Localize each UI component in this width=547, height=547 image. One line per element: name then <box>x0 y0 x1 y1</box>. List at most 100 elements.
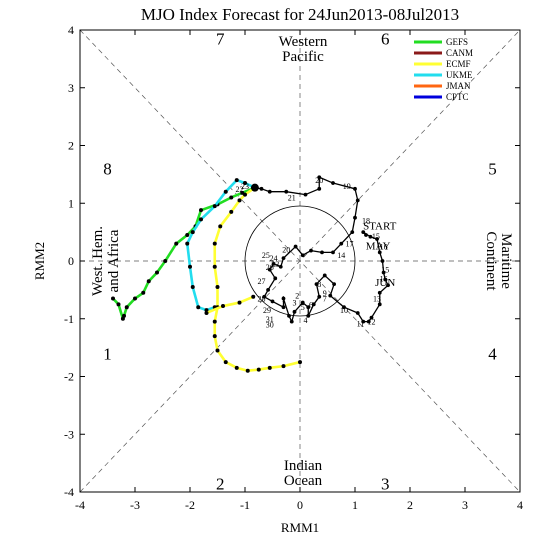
forecast-point <box>281 364 286 369</box>
observed-point <box>350 230 355 235</box>
observed-point <box>375 237 379 241</box>
observed-point <box>311 302 316 307</box>
day-label: 20 <box>282 245 290 254</box>
day-label: 16 <box>380 274 388 283</box>
forecast-line <box>205 295 254 315</box>
observed-point <box>267 267 272 272</box>
region-indian-ocean-line2: Ocean <box>284 473 323 489</box>
x-tick-label: -4 <box>75 498 85 512</box>
observed-point <box>267 189 272 194</box>
forecast-point <box>155 270 159 275</box>
x-tick-label: 0 <box>297 498 303 512</box>
forecast-point <box>223 189 228 194</box>
phase-number: 6 <box>381 30 390 49</box>
region-west-hem-line1: West. Hem. <box>90 226 106 296</box>
legend-label: GEFS <box>446 37 468 47</box>
day-label: 12 <box>368 318 376 327</box>
region-western-pacific-line1: Western <box>279 34 328 50</box>
observed-point <box>320 250 324 255</box>
y-tick-label: 0 <box>68 254 74 268</box>
day-label: 27 <box>258 277 266 286</box>
day-label: 31 <box>266 315 274 324</box>
forecast-point <box>212 204 217 209</box>
observed-point <box>281 305 286 310</box>
forecast-point <box>218 224 223 229</box>
forecast-point <box>196 305 201 310</box>
forecast-point <box>141 290 146 295</box>
x-tick-label: 4 <box>517 498 523 512</box>
forecast-point <box>229 209 234 214</box>
forecast-point <box>215 284 220 289</box>
day-label: 18 <box>362 217 370 226</box>
day-label: 5 <box>301 303 305 312</box>
observed-point <box>281 256 286 261</box>
day-label: 14 <box>337 251 345 260</box>
forecast-point <box>212 264 217 269</box>
forecast-point <box>212 241 217 246</box>
observed-point <box>273 276 278 281</box>
day-label: 3 <box>293 299 297 308</box>
observed-point <box>259 186 264 191</box>
forecast-point <box>185 241 190 246</box>
observed-endpoint <box>250 183 259 192</box>
forecast-point <box>215 348 220 353</box>
observed-point <box>289 319 294 324</box>
phase-number: 2 <box>216 474 225 493</box>
observed-point <box>284 189 289 194</box>
month-label: MAY <box>366 241 391 253</box>
observed-point <box>300 300 305 305</box>
legend-label: CPTC <box>446 92 469 102</box>
observed-point <box>317 175 322 180</box>
forecast-point <box>204 308 209 313</box>
day-label: 17 <box>346 240 354 249</box>
observed-point <box>309 248 313 253</box>
observed-point <box>355 198 360 203</box>
forecast-point <box>124 305 129 310</box>
y-tick-label: -2 <box>64 370 74 384</box>
day-label: 19 <box>343 182 351 191</box>
x-tick-label: 2 <box>407 498 413 512</box>
phase-number: 5 <box>488 160 497 179</box>
forecast-point <box>163 259 168 263</box>
observed-point <box>364 233 368 237</box>
forecast-point <box>267 365 272 370</box>
observed-point <box>271 261 276 266</box>
observed-point <box>287 313 291 318</box>
observed-point <box>331 181 335 185</box>
y-tick-label: -3 <box>64 427 74 441</box>
observed-point <box>306 313 311 318</box>
forecast-point <box>188 264 192 269</box>
day-label: 28 <box>258 295 266 304</box>
observed-point <box>262 294 267 299</box>
day-label: 20 <box>315 176 323 185</box>
day-label: 10 <box>340 306 348 315</box>
observed-point <box>292 309 297 314</box>
observed-point <box>355 311 360 315</box>
x-tick-label: -2 <box>185 498 195 512</box>
forecast-point <box>146 279 151 284</box>
observed-point <box>366 319 371 324</box>
y-tick-label: 4 <box>68 23 74 37</box>
forecast-point <box>212 319 217 324</box>
day-label: 26 <box>266 263 274 272</box>
observed-point <box>270 299 275 304</box>
observed-point <box>317 186 322 191</box>
month-label: JUN <box>375 277 395 289</box>
forecast-point <box>298 360 302 365</box>
x-axis-label: RMM1 <box>281 520 319 535</box>
day-label: 11 <box>357 319 365 328</box>
day-label: 16 <box>380 243 388 252</box>
day-label: 24 <box>270 254 278 263</box>
day-label: 7 <box>323 295 327 304</box>
observed-point <box>278 264 283 269</box>
forecast-point <box>116 302 121 307</box>
forecast-point <box>212 334 217 339</box>
forecast-point <box>199 217 203 222</box>
phase-number: 8 <box>103 160 112 179</box>
observed-point <box>353 186 357 191</box>
forecast-point <box>229 195 234 200</box>
forecast-point <box>120 316 125 321</box>
